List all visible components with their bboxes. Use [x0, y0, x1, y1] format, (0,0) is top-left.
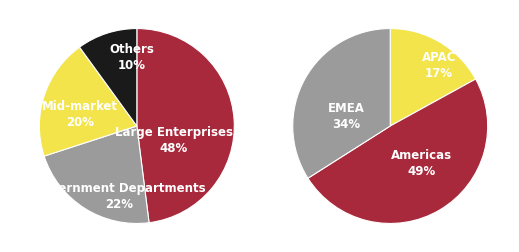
Wedge shape	[293, 28, 390, 178]
Text: APAC
17%: APAC 17%	[422, 51, 456, 80]
Wedge shape	[79, 28, 137, 126]
Wedge shape	[308, 79, 488, 224]
Wedge shape	[39, 47, 137, 156]
Text: Americas
49%: Americas 49%	[391, 148, 452, 178]
Wedge shape	[44, 126, 149, 224]
Wedge shape	[137, 28, 234, 223]
Wedge shape	[390, 28, 475, 126]
Text: Others
10%: Others 10%	[110, 43, 154, 72]
Text: Mid-market
20%: Mid-market 20%	[43, 100, 118, 129]
Text: EMEA
34%: EMEA 34%	[328, 102, 365, 131]
Text: Government Departments
22%: Government Departments 22%	[33, 182, 206, 211]
Text: Large Enterprises
48%: Large Enterprises 48%	[115, 126, 233, 155]
